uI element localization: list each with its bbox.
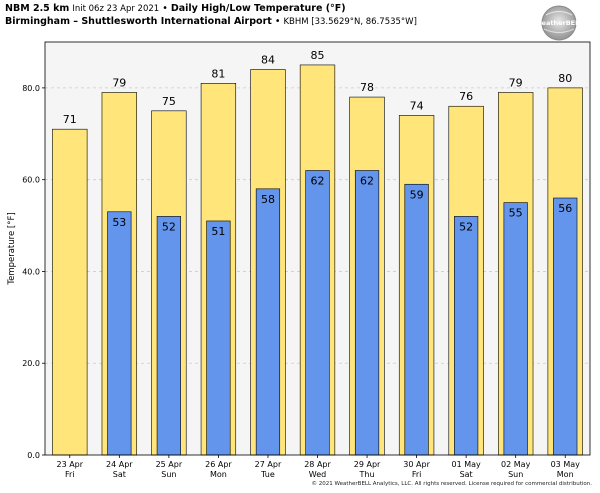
low-value-label: 62: [360, 174, 374, 187]
header-line-2: Birmingham – Shuttlesworth International…: [5, 16, 417, 27]
location-name: Birmingham – Shuttlesworth International…: [5, 16, 272, 27]
x-tick-date: 26 Apr: [205, 460, 232, 469]
x-tick-day: Sat: [460, 470, 473, 479]
product-title: Daily High/Low Temperature (°F): [170, 3, 346, 14]
x-tick-day: Sun: [161, 470, 176, 479]
low-bar: [305, 170, 330, 456]
x-tick-date: 24 Apr: [106, 460, 133, 469]
x-tick-date: 28 Apr: [304, 460, 331, 469]
low-bar: [454, 216, 479, 456]
x-tick-date: 23 Apr: [56, 460, 83, 469]
high-value-label: 71: [63, 113, 77, 126]
x-tick-date: 03 May: [551, 460, 581, 469]
high-value-label: 80: [558, 72, 572, 85]
y-axis-label: Temperature [°F]: [7, 212, 17, 285]
low-value-label: 59: [410, 188, 424, 201]
x-tick-date: 30 Apr: [403, 460, 430, 469]
low-bar: [156, 216, 181, 456]
low-bar: [354, 170, 380, 456]
plot-frame: [44, 41, 591, 456]
x-tick-day: Mon: [210, 470, 227, 479]
logo-text: WeatherBELL: [535, 19, 584, 27]
high-value-label: 85: [311, 49, 325, 62]
bullet: •: [274, 16, 281, 27]
high-value-label: 75: [162, 95, 176, 108]
y-tick-label: 0.0: [27, 451, 40, 460]
low-value-label: 52: [459, 220, 473, 233]
low-value-label: 55: [509, 207, 523, 220]
y-tick-label: 80.0: [22, 84, 40, 93]
low-value-label: 62: [311, 174, 325, 187]
x-tick-day: Fri: [412, 470, 422, 479]
y-tick-label: 60.0: [22, 176, 40, 185]
x-tick-date: 01 May: [452, 460, 482, 469]
high-value-label: 78: [360, 81, 374, 94]
x-tick-day: Tue: [260, 470, 275, 479]
bullet: •: [162, 3, 168, 14]
x-tick-day: Sat: [113, 470, 126, 479]
low-value-label: 56: [558, 202, 572, 215]
model-name: NBM 2.5 km: [5, 3, 70, 14]
high-bar: [52, 128, 88, 456]
high-value-label: 79: [509, 76, 523, 89]
x-tick-date: 27 Apr: [255, 460, 282, 469]
high-value-label: 84: [261, 54, 275, 67]
x-tick-day: Fri: [65, 470, 75, 479]
init-time: Init 06z 23 Apr 2021: [72, 4, 160, 14]
low-value-label: 53: [112, 216, 126, 229]
x-tick-date: 25 Apr: [156, 460, 183, 469]
low-bar: [206, 220, 231, 456]
x-tick-date: 29 Apr: [354, 460, 381, 469]
x-tick-day: Mon: [557, 470, 574, 479]
low-bar: [255, 188, 281, 456]
header-line-1: NBM 2.5 km Init 06z 23 Apr 2021 • Daily …: [5, 3, 346, 14]
y-tick-label: 40.0: [22, 267, 40, 276]
weatherbell-logo: WeatherBELL: [535, 5, 584, 41]
bars: [52, 64, 583, 456]
low-value-label: 58: [261, 193, 275, 206]
low-value-label: 52: [162, 220, 176, 233]
x-tick-day: Sun: [508, 470, 523, 479]
low-bar: [404, 183, 429, 456]
data-labels: 71 79 53 75 52 81 51 84 58 85 62 78 62 74 59 76 52 79 55 80…: [63, 49, 572, 238]
station-info: KBHM [33.5629°N, 86.7535°W]: [283, 17, 417, 27]
low-value-label: 51: [211, 225, 225, 238]
x-tick-day: Wed: [309, 470, 326, 479]
x-tick-date: 02 May: [501, 460, 531, 469]
high-value-label: 81: [211, 67, 225, 80]
high-value-label: 76: [459, 90, 473, 103]
low-bar: [107, 211, 132, 456]
y-tick-label: 20.0: [22, 359, 40, 368]
copyright-text: © 2021 WeatherBELL Analytics, LLC. All r…: [311, 481, 592, 487]
low-bar: [503, 202, 528, 456]
high-value-label: 79: [112, 76, 126, 89]
low-bar: [553, 197, 578, 456]
high-value-label: 74: [410, 99, 424, 112]
x-tick-day: Thu: [359, 470, 375, 479]
